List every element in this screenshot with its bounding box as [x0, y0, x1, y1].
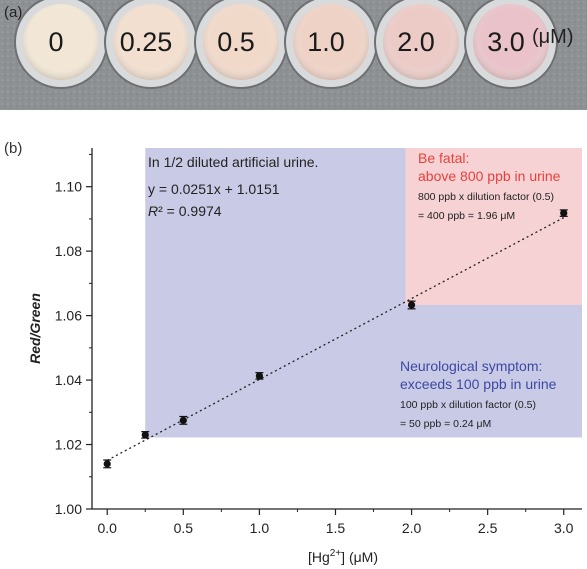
annotation-r2: R² = 0.9974	[148, 203, 222, 219]
annotations: In 1/2 diluted artificial urine. y = 0.02…	[148, 150, 561, 430]
annotation-equation: y = 0.0251x + 1.0151	[148, 181, 280, 197]
well-plate-photo: 0 0.25 0.5 1.0 2.0 3.0 (a) (μM)	[0, 0, 587, 110]
annotation-neuro-conversion: = 50 ppb = 0.24 μM	[400, 418, 491, 430]
x-axis-label: [Hg2+] (μM)	[308, 548, 378, 565]
well-shading	[23, 4, 99, 80]
well-label: 0.5	[217, 27, 255, 57]
annotation-neuro-note: 100 ppb x dilution factor (0.5)	[400, 399, 536, 411]
data-point	[141, 431, 149, 439]
x-tick-label: 3.0	[554, 520, 574, 536]
panel-label-b: (b)	[4, 140, 22, 157]
data-points	[103, 209, 568, 469]
shaded-regions	[145, 148, 582, 438]
annotation-medium: In 1/2 diluted artificial urine.	[148, 154, 318, 170]
well-shading	[473, 4, 549, 80]
y-tick-label: 1.08	[55, 243, 82, 259]
wells-group: 0 0.25 0.5 1.0 2.0 3.0	[14, 0, 558, 89]
well-shading	[293, 4, 369, 80]
data-point	[255, 372, 263, 380]
x-tick-label: 0.0	[97, 520, 117, 536]
x-tick-label: 2.0	[402, 520, 422, 536]
well-shading	[113, 4, 189, 80]
data-point	[179, 416, 187, 424]
annotation-fatal-subtitle: above 800 ppb in urine	[418, 168, 561, 184]
y-tick-label: 1.10	[55, 179, 82, 195]
x-tick-label: 2.5	[478, 520, 498, 536]
y-axis-label: Red/Green	[27, 293, 43, 364]
calibration-chart: (b) 1.00 1.02 1.04 1.06 1.08 1.10 0.0 0.5 1.0 1.5…	[4, 140, 582, 565]
data-point	[407, 301, 416, 309]
well-label: 3.0	[487, 27, 525, 57]
well-shading	[383, 4, 459, 80]
well-label: 2.0	[397, 27, 435, 57]
data-point	[560, 209, 568, 217]
x-tick-label: 1.0	[250, 520, 270, 536]
well-label: 0	[48, 27, 63, 57]
x-tick-label: 0.5	[174, 520, 194, 536]
panel-label-a: (a)	[4, 4, 22, 21]
annotation-fatal-note: 800 ppb x dilution factor (0.5)	[418, 191, 554, 203]
x-tick-label: 1.5	[326, 520, 346, 536]
axes: 1.00 1.02 1.04 1.06 1.08 1.10 0.0 0.5 1.0 1.5 2.0 2…	[27, 148, 582, 565]
data-point	[103, 460, 111, 468]
region-fatal	[405, 148, 582, 305]
annotation-fatal-title: Be fatal:	[418, 150, 469, 166]
well-shading	[203, 4, 279, 80]
well-label: 1.0	[307, 27, 345, 57]
annotation-neuro-title: Neurological symptom:	[400, 358, 542, 374]
y-tick-label: 1.00	[55, 501, 82, 517]
well-label: 0.25	[120, 27, 173, 57]
annotation-fatal-conversion: = 400 ppb = 1.96 μM	[418, 210, 515, 222]
annotation-neuro-subtitle: exceeds 100 ppb in urine	[400, 376, 557, 392]
plate-unit-label: (μM)	[532, 26, 574, 48]
y-tick-label: 1.06	[55, 308, 82, 324]
y-tick-label: 1.02	[55, 437, 82, 453]
y-tick-label: 1.04	[55, 372, 82, 388]
